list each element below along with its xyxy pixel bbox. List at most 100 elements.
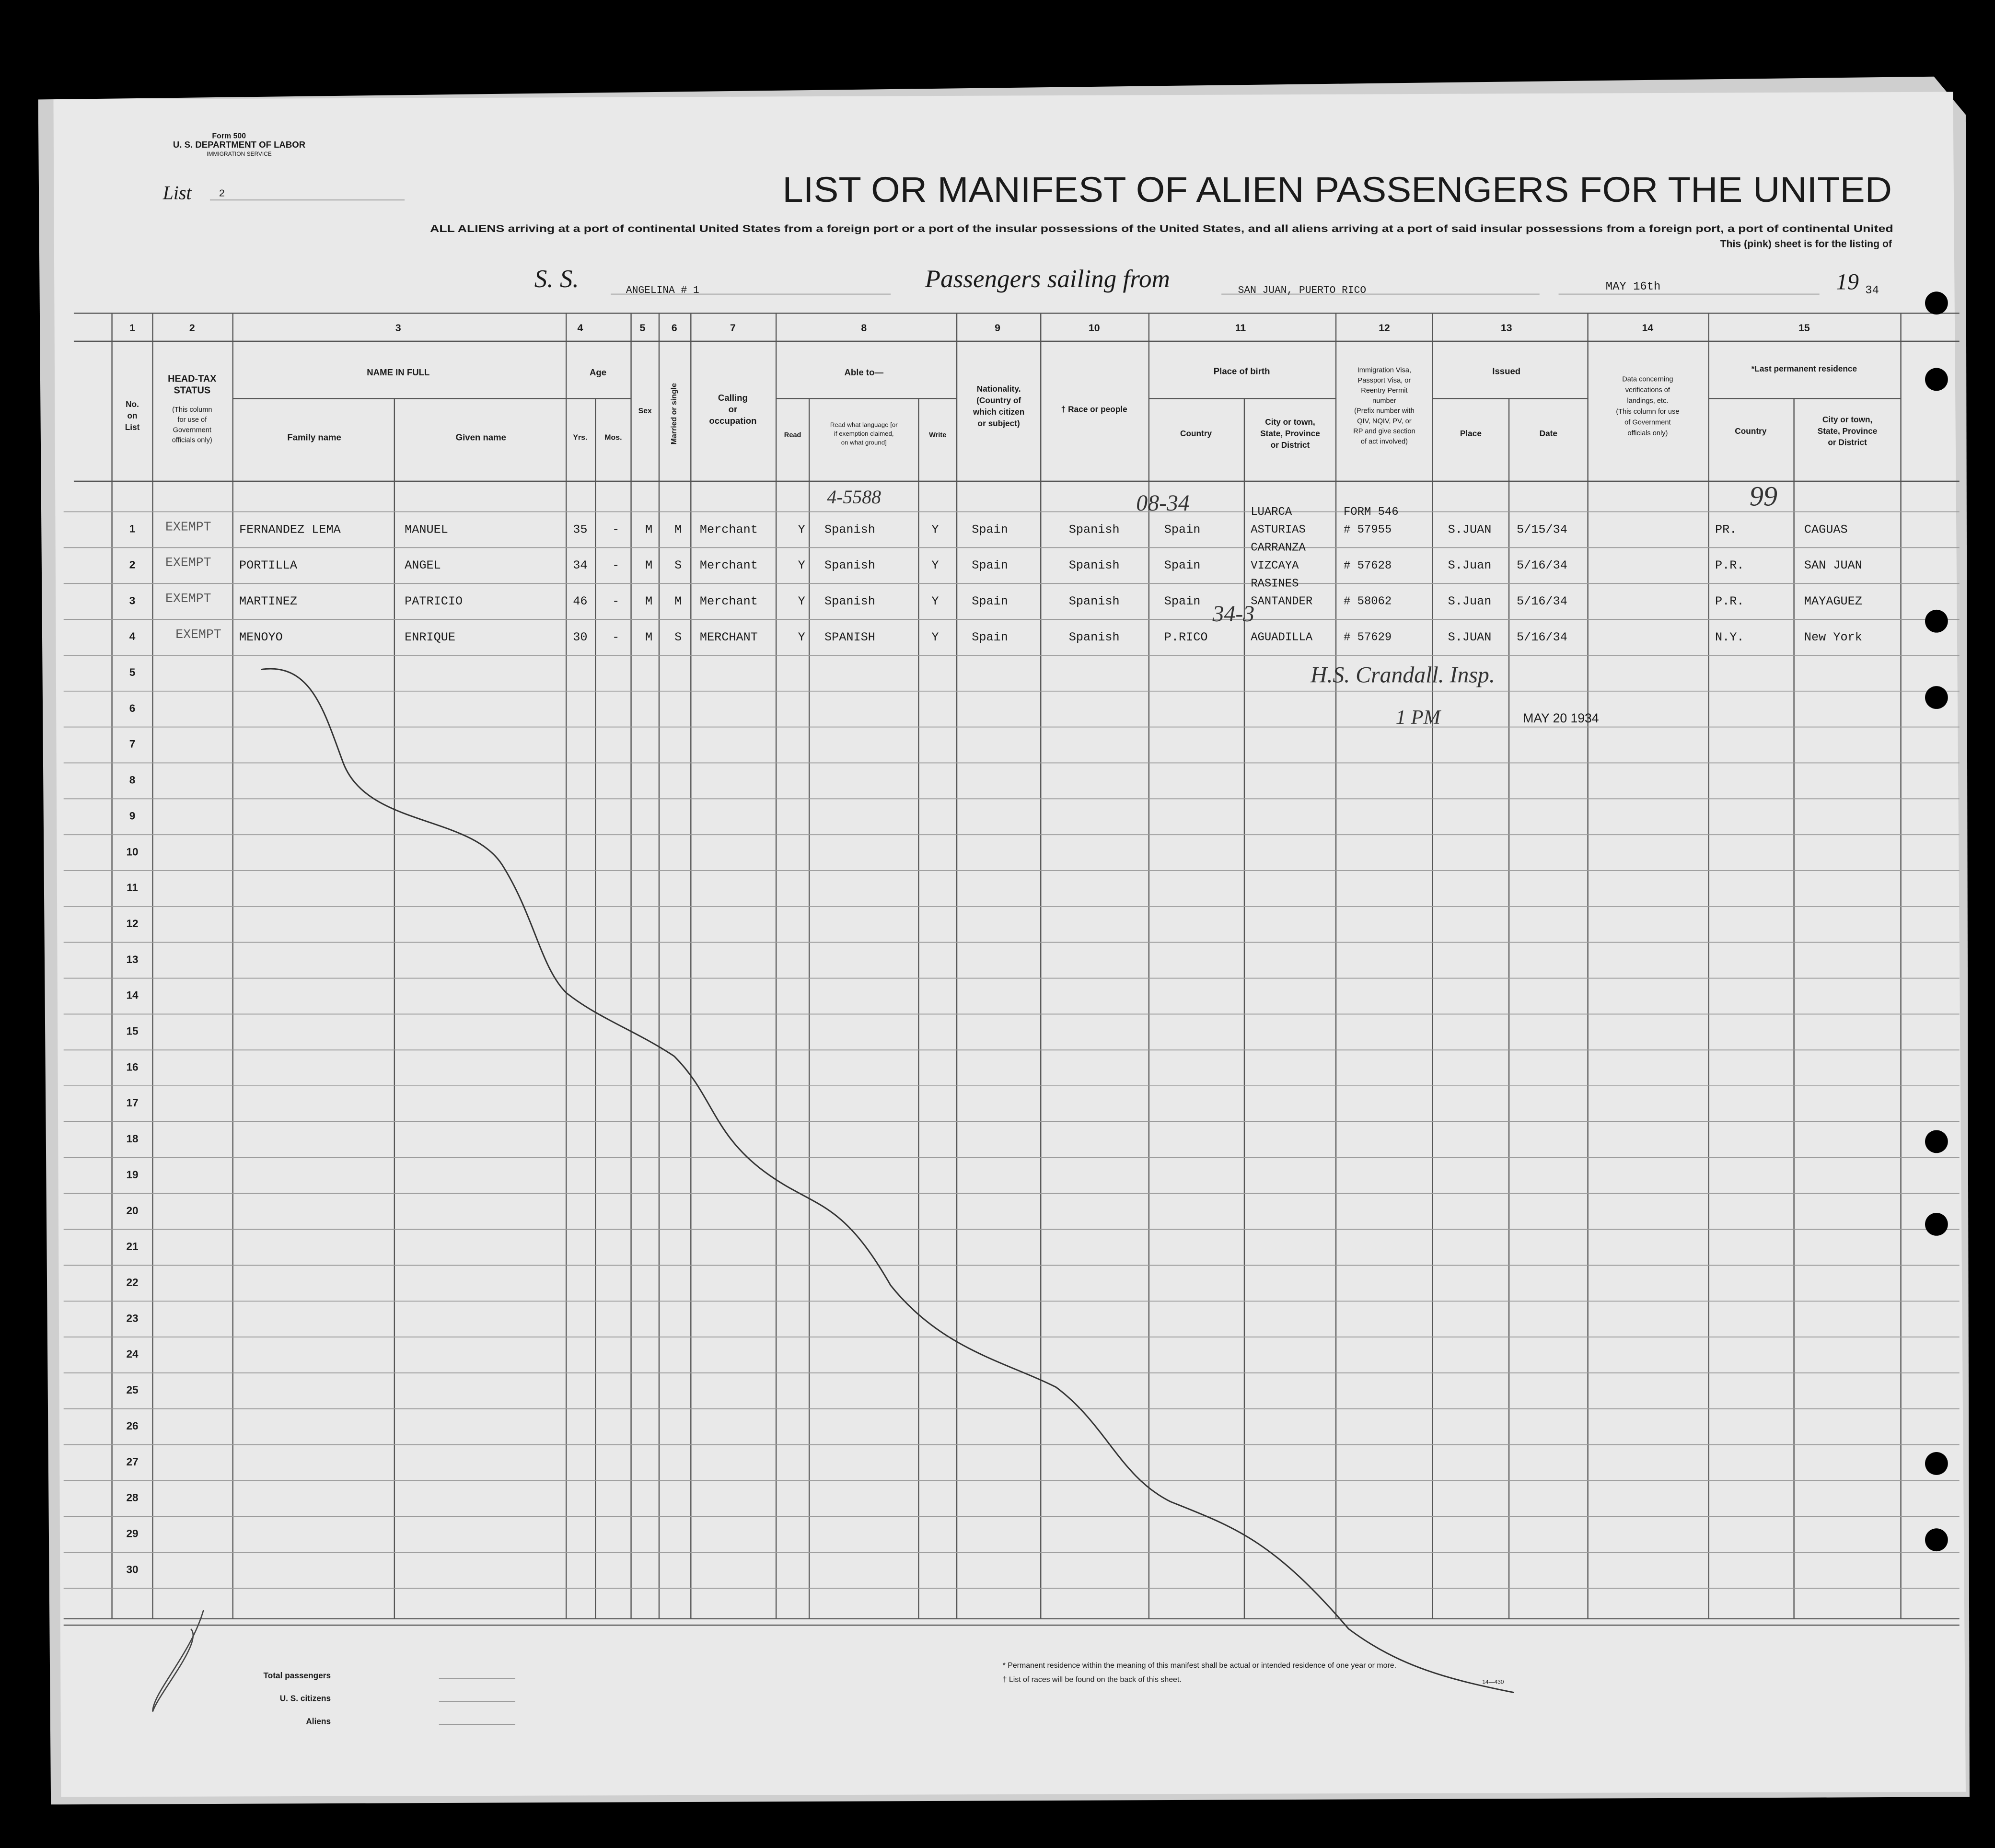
sailing-date: MAY 16th <box>1606 280 1661 293</box>
row-number: 5 <box>129 666 136 678</box>
header-country: Country <box>1180 429 1212 438</box>
form-number: Form 500 <box>212 132 246 140</box>
header-city: State, Province <box>1260 429 1320 438</box>
cell-family: PORTILLA <box>239 558 298 572</box>
header-read: Read <box>784 431 801 439</box>
row-number: 7 <box>129 738 136 750</box>
column-number: 5 <box>640 323 646 334</box>
handwritten-code: 34-3 <box>1212 601 1255 627</box>
cell-sex: M <box>645 523 652 536</box>
row-number: 12 <box>127 918 139 930</box>
header-city: City or town, <box>1265 417 1315 427</box>
cell-sex: M <box>645 630 652 644</box>
footnote: * Permanent residence within the meaning… <box>1003 1662 1396 1670</box>
cell-language: SPANISH <box>824 630 875 644</box>
cell-yrs: 35 <box>573 523 587 536</box>
row-number: 23 <box>127 1312 139 1324</box>
header-visa: Reentry Permit <box>1361 387 1407 395</box>
cell-city: RASINES <box>1251 578 1299 591</box>
cell-yrs: 30 <box>573 630 587 644</box>
total-label: Aliens <box>306 1716 331 1726</box>
header-given: Given name <box>456 432 506 442</box>
column-number: 4 <box>577 323 583 334</box>
header-city: or District <box>1271 440 1310 450</box>
header-able: Able to— <box>845 367 884 377</box>
cell-yrs: 46 <box>573 594 587 608</box>
layout <box>63 199 1960 1725</box>
row-number: 8 <box>129 774 136 786</box>
total-label: Total passengers <box>264 1671 331 1680</box>
ss-label: S. S. <box>534 265 579 293</box>
header-visa: QIV, NQIV, PV, or <box>1357 418 1412 425</box>
row-number: 1 <box>129 523 136 535</box>
cell-race: Spanish <box>1069 630 1120 644</box>
cell-res-country: N.Y. <box>1715 630 1744 644</box>
cell-sex: M <box>645 558 652 572</box>
exempt-stamp: EXEMPT <box>165 592 211 606</box>
binder-hole <box>1925 686 1948 709</box>
cell-read: Y <box>798 523 805 536</box>
column-number: 8 <box>861 323 867 334</box>
header-no: List <box>125 422 140 432</box>
cell-write: Y <box>931 558 939 572</box>
cell-read: Y <box>798 630 805 644</box>
cell-visa: # 57955 <box>1344 523 1392 536</box>
cell-date: 5/16/34 <box>1517 594 1567 608</box>
paper <box>53 92 1966 1797</box>
cell-nationality: Spain <box>972 523 1008 536</box>
row-number: 2 <box>129 558 136 570</box>
cell-race: Spanish <box>1069 558 1120 572</box>
exempt-stamp: EXEMPT <box>175 628 221 642</box>
row-number: 28 <box>127 1492 139 1504</box>
row-number: 6 <box>129 702 136 714</box>
cell-given: PATRICIO <box>405 594 463 608</box>
row-number: 11 <box>127 882 138 894</box>
instruction: This (pink) sheet is for the listing of <box>1720 239 1892 250</box>
cell-occupation: Merchant <box>700 523 758 536</box>
header-place: Place <box>1460 429 1482 438</box>
cell-race: Spanish <box>1069 594 1120 608</box>
cell-date: 5/15/34 <box>1517 523 1567 536</box>
header-res-city: or District <box>1828 438 1867 447</box>
cell-mos: - <box>612 630 619 644</box>
header-head-tax: HEAD-TAX <box>168 374 217 384</box>
cell-family: MENOYO <box>239 630 283 644</box>
header-visa: Passport Visa, or <box>1358 377 1411 384</box>
cell-mos: - <box>612 523 619 536</box>
header-verification: (This column for use <box>1616 408 1679 416</box>
instruction: ALL ALIENS arriving at a port of contine… <box>430 223 1893 234</box>
cell-read: Y <box>798 558 805 572</box>
cell-res-city: SAN JUAN <box>1804 558 1862 572</box>
column-number: 14 <box>1642 323 1654 334</box>
header-note: for use of <box>177 416 207 424</box>
cell-given: ENRIQUE <box>405 630 455 644</box>
list-label: List <box>162 183 192 204</box>
cell-family: MARTINEZ <box>239 594 297 608</box>
binder-hole <box>1925 291 1948 315</box>
header-visa: Immigration Visa, <box>1357 367 1411 374</box>
cell-nationality: Spain <box>972 594 1008 608</box>
exempt-stamp: EXEMPT <box>165 556 211 570</box>
column-number: 1 <box>129 323 135 334</box>
header-res-country: Country <box>1735 426 1767 436</box>
header-visa: (Prefix number with <box>1354 407 1415 415</box>
cell-married: S <box>674 630 682 644</box>
header-mos: Mos. <box>604 434 622 442</box>
exempt-stamp: EXEMPT <box>165 520 211 534</box>
cell-sex: M <box>645 594 652 608</box>
row-number: 30 <box>127 1563 139 1575</box>
header-birth: Place of birth <box>1214 366 1270 376</box>
sailing-label: Passengers sailing from <box>925 265 1170 293</box>
cell-yrs: 34 <box>573 558 587 572</box>
header-verification: verifications of <box>1625 386 1670 394</box>
cell-language: Spanish <box>824 558 875 572</box>
header-language: if exemption claimed, <box>834 430 894 437</box>
row-number: 16 <box>127 1061 139 1073</box>
binder-hole <box>1925 1130 1948 1153</box>
row-number: 21 <box>127 1241 139 1253</box>
row-number: 29 <box>127 1527 139 1539</box>
column-number: 2 <box>189 323 195 334</box>
cell-country: P.RICO <box>1164 630 1208 644</box>
cell-res-country: P.R. <box>1715 594 1744 608</box>
header-verification: Data concerning <box>1622 375 1673 383</box>
